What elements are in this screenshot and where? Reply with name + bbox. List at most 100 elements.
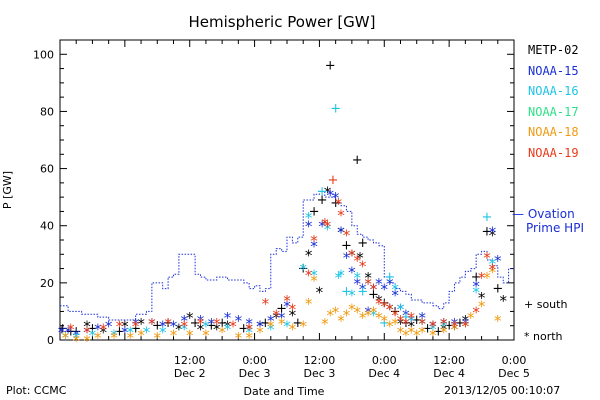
data-point: * (324, 221, 332, 239)
data-point: * (267, 321, 275, 339)
data-point: + (317, 193, 328, 208)
data-point: * (170, 318, 178, 336)
data-point: + (57, 322, 68, 337)
data-point: * (462, 318, 470, 336)
data-point: * (245, 323, 253, 341)
data-point: * (462, 318, 470, 336)
data-point: * (467, 309, 475, 327)
legend-item: NOAA-19 (528, 145, 579, 160)
data-point: * (451, 315, 459, 333)
data-point: * (127, 323, 135, 341)
data-point: * (478, 269, 486, 287)
data-point: + (65, 324, 76, 339)
data-point: * (289, 321, 297, 339)
data-point: * (429, 326, 437, 344)
data-point: * (127, 329, 135, 347)
data-point: * (451, 321, 459, 339)
data-point: * (494, 312, 502, 330)
data-point: * (440, 318, 448, 336)
data-point: * (348, 246, 356, 264)
data-point: * (386, 301, 394, 319)
data-point: + (341, 284, 352, 299)
data-point: * (181, 312, 189, 330)
data-point: * (408, 309, 416, 327)
x-tick-label: 0:00 (372, 354, 397, 367)
data-point: + (190, 316, 201, 331)
data-point: * (429, 318, 437, 336)
data-point: + (130, 322, 141, 337)
data-point: * (494, 252, 502, 270)
data-point: * (364, 275, 372, 293)
data-point: * (418, 309, 426, 327)
data-point: * (483, 269, 491, 287)
data-point: * (397, 323, 405, 341)
y-tick-label: 80 (40, 105, 54, 118)
hpi-legend-line2: Prime HPI (526, 221, 584, 235)
data-point: * (364, 306, 372, 324)
data-point: * (413, 326, 421, 344)
data-point: * (132, 318, 140, 336)
data-point: * (181, 318, 189, 336)
y-tick-label: 0 (47, 334, 54, 347)
data-point: * (375, 295, 383, 313)
data-point: * (202, 326, 210, 344)
data-point: * (335, 195, 343, 213)
data-point: * (267, 312, 275, 330)
data-point: * (89, 326, 97, 344)
data-point: * (245, 321, 253, 339)
data-point: * (391, 315, 399, 333)
data-point: * (310, 232, 318, 250)
data-point: * (278, 309, 286, 327)
x-tick-label: 12:00 (304, 354, 336, 367)
x-tick-label: 12:00 (174, 354, 206, 367)
data-point: * (418, 315, 426, 333)
legend-item: NOAA-18 (528, 125, 579, 139)
data-point: * (489, 261, 497, 279)
data-point: * (148, 315, 156, 333)
data-point: + (357, 284, 368, 299)
data-point: * (375, 275, 383, 293)
data-point: * (391, 281, 399, 299)
data-point: + (482, 210, 493, 225)
data-point: * (186, 326, 194, 344)
data-point: * (305, 209, 313, 227)
x-tick-label: 0:00 (502, 354, 527, 367)
data-point: * (397, 312, 405, 330)
data-point: + (114, 324, 125, 339)
data-point: * (110, 326, 118, 344)
data-point: * (343, 306, 351, 324)
data-point: * (121, 323, 129, 341)
data-point: + (309, 204, 320, 219)
y-tick-label: 60 (40, 163, 54, 176)
data-point: * (332, 303, 340, 321)
south-legend: + south (524, 298, 568, 311)
data-point: * (402, 315, 410, 333)
data-point: + (482, 224, 493, 239)
data-point: * (337, 223, 345, 241)
legend: METP-02 NOAA-15 NOAA-16 NOAA-17 NOAA-18 NOAA-… (528, 40, 579, 163)
data-point: * (391, 286, 399, 304)
data-point: * (105, 318, 113, 336)
data-point: * (299, 318, 307, 336)
data-point: * (289, 301, 297, 319)
data-point: * (324, 183, 332, 201)
data-point: * (208, 315, 216, 333)
data-point: * (375, 309, 383, 327)
data-point: * (305, 246, 313, 264)
data-point: * (256, 318, 264, 336)
data-point: * (137, 315, 145, 333)
data-point: * (137, 326, 145, 344)
data-point: * (310, 272, 318, 290)
data-point: * (332, 189, 340, 207)
data-point: * (224, 318, 232, 336)
y-tick-label: 40 (40, 220, 54, 233)
data-point: * (354, 252, 362, 270)
y-tick-label: 20 (40, 277, 54, 290)
data-point: * (337, 266, 345, 284)
data-point: * (62, 329, 70, 347)
data-point: * (72, 332, 80, 350)
data-point: * (175, 321, 183, 339)
data-point: + (330, 102, 341, 117)
data-point: * (397, 315, 405, 333)
